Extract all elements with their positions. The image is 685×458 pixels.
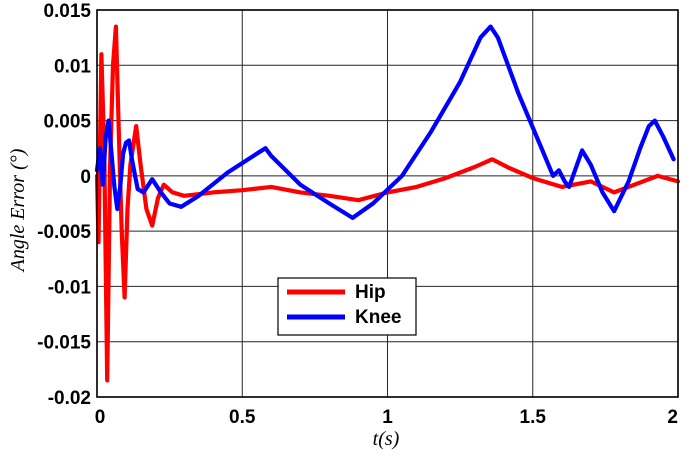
y-tick-label: -0.01 — [48, 277, 92, 298]
x-axis-title: t(s) — [373, 428, 400, 450]
plot-border — [96, 9, 679, 398]
x-tick-label: 1 — [382, 407, 393, 428]
y-tick-label: 0.005 — [43, 112, 91, 133]
legend-label-knee: Knee — [355, 307, 401, 328]
legend-label-hip: Hip — [355, 282, 386, 303]
y-tick-label: 0.015 — [43, 1, 91, 22]
legend-box — [277, 277, 417, 336]
x-tick-label: 0 — [95, 407, 106, 428]
legend: Hip Knee — [277, 277, 417, 336]
y-tick-label: -0.005 — [37, 222, 91, 243]
tick-labels: 0 0.5 1 1.5 2 0.015 0.01 0.005 0 -0.005 -0.01 -0.01… — [37, 1, 678, 428]
series-line-hip — [94, 24, 681, 383]
y-tick-label: -0.015 — [37, 333, 91, 354]
y-axis-title: Angle Error (°) — [7, 148, 29, 273]
grid — [97, 10, 678, 397]
y-tick-label: 0.01 — [54, 56, 91, 77]
x-tick-label: 0.5 — [229, 407, 256, 428]
y-tick-label: 0 — [80, 167, 91, 188]
x-tick-label: 1.5 — [520, 407, 547, 428]
series-layer — [94, 9, 681, 398]
y-tick-label: -0.02 — [48, 388, 91, 409]
series-line-knee — [94, 24, 676, 220]
x-tick-label: 2 — [667, 407, 678, 428]
